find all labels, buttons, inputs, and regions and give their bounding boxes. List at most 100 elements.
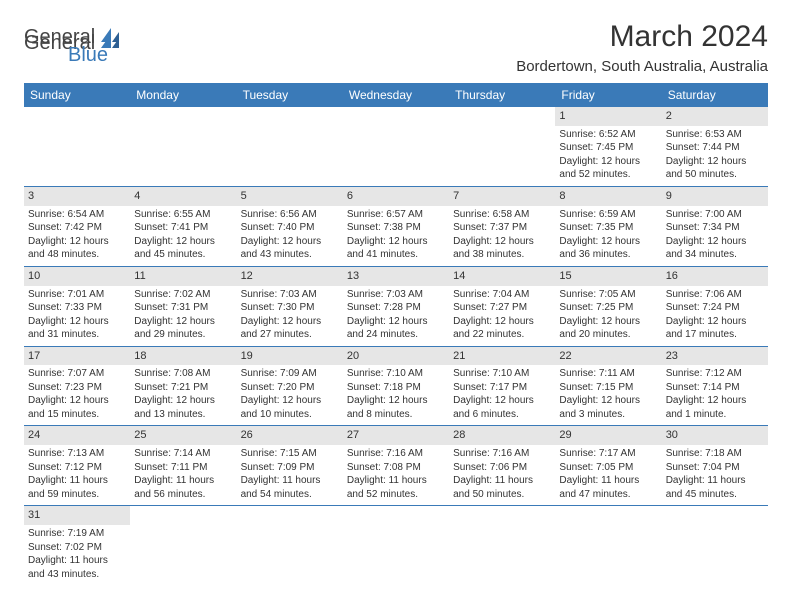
weekday-header: Thursday xyxy=(449,83,555,107)
day-details: Sunrise: 6:59 AMSunset: 7:35 PMDaylight:… xyxy=(555,206,661,266)
day-line: Daylight: 11 hours xyxy=(241,474,339,488)
day-line: Sunset: 7:20 PM xyxy=(241,381,339,395)
calendar-cell xyxy=(343,506,449,585)
day-details: Sunrise: 7:16 AMSunset: 7:08 PMDaylight:… xyxy=(343,445,449,505)
day-number: 2 xyxy=(662,107,768,126)
day-number: 11 xyxy=(130,267,236,286)
day-number: 8 xyxy=(555,187,661,206)
day-line: Daylight: 12 hours xyxy=(134,315,232,329)
day-number: 6 xyxy=(343,187,449,206)
day-line: Sunset: 7:31 PM xyxy=(134,301,232,315)
day-number: 30 xyxy=(662,426,768,445)
day-line: Sunrise: 7:03 AM xyxy=(241,288,339,302)
day-line: Sunset: 7:15 PM xyxy=(559,381,657,395)
day-line: Sunrise: 7:12 AM xyxy=(666,367,764,381)
day-line: Daylight: 12 hours xyxy=(241,235,339,249)
day-line: Daylight: 12 hours xyxy=(453,235,551,249)
day-line: Sunset: 7:05 PM xyxy=(559,461,657,475)
day-line: and 43 minutes. xyxy=(241,248,339,262)
day-details: Sunrise: 7:11 AMSunset: 7:15 PMDaylight:… xyxy=(555,365,661,425)
day-details: Sunrise: 6:53 AMSunset: 7:44 PMDaylight:… xyxy=(662,126,768,186)
day-details: Sunrise: 6:52 AMSunset: 7:45 PMDaylight:… xyxy=(555,126,661,186)
calendar-cell: 1Sunrise: 6:52 AMSunset: 7:45 PMDaylight… xyxy=(555,107,661,186)
calendar-table: Sunday Monday Tuesday Wednesday Thursday… xyxy=(24,83,768,585)
calendar-cell: 6Sunrise: 6:57 AMSunset: 7:38 PMDaylight… xyxy=(343,186,449,266)
day-number: 7 xyxy=(449,187,555,206)
day-details: Sunrise: 7:13 AMSunset: 7:12 PMDaylight:… xyxy=(24,445,130,505)
day-line: and 31 minutes. xyxy=(28,328,126,342)
calendar-cell xyxy=(237,107,343,186)
day-line: Sunrise: 7:09 AM xyxy=(241,367,339,381)
weekday-header: Monday xyxy=(130,83,236,107)
day-details: Sunrise: 7:10 AMSunset: 7:18 PMDaylight:… xyxy=(343,365,449,425)
day-line: and 24 minutes. xyxy=(347,328,445,342)
month-title: March 2024 xyxy=(516,20,768,54)
day-details: Sunrise: 7:10 AMSunset: 7:17 PMDaylight:… xyxy=(449,365,555,425)
day-line: Sunset: 7:38 PM xyxy=(347,221,445,235)
calendar-row: 10Sunrise: 7:01 AMSunset: 7:33 PMDayligh… xyxy=(24,266,768,346)
weekday-header: Friday xyxy=(555,83,661,107)
day-number: 13 xyxy=(343,267,449,286)
day-line: Sunrise: 6:58 AM xyxy=(453,208,551,222)
calendar-cell: 31Sunrise: 7:19 AMSunset: 7:02 PMDayligh… xyxy=(24,506,130,585)
calendar-cell: 21Sunrise: 7:10 AMSunset: 7:17 PMDayligh… xyxy=(449,346,555,426)
day-line: Daylight: 12 hours xyxy=(559,235,657,249)
day-line: Sunrise: 7:04 AM xyxy=(453,288,551,302)
day-line: Sunset: 7:04 PM xyxy=(666,461,764,475)
calendar-cell xyxy=(343,107,449,186)
day-line: Daylight: 12 hours xyxy=(666,235,764,249)
day-details: Sunrise: 7:02 AMSunset: 7:31 PMDaylight:… xyxy=(130,286,236,346)
calendar-cell xyxy=(130,107,236,186)
day-line: Daylight: 12 hours xyxy=(241,394,339,408)
day-number: 31 xyxy=(24,506,130,525)
day-line: and 36 minutes. xyxy=(559,248,657,262)
day-line: Sunrise: 7:02 AM xyxy=(134,288,232,302)
day-details: Sunrise: 6:56 AMSunset: 7:40 PMDaylight:… xyxy=(237,206,343,266)
day-line: Sunset: 7:21 PM xyxy=(134,381,232,395)
day-line: and 38 minutes. xyxy=(453,248,551,262)
day-line: Sunset: 7:45 PM xyxy=(559,141,657,155)
calendar-cell xyxy=(130,506,236,585)
title-block: March 2024 Bordertown, South Australia, … xyxy=(516,20,768,75)
calendar-cell: 23Sunrise: 7:12 AMSunset: 7:14 PMDayligh… xyxy=(662,346,768,426)
day-number: 5 xyxy=(237,187,343,206)
calendar-row: 17Sunrise: 7:07 AMSunset: 7:23 PMDayligh… xyxy=(24,346,768,426)
day-line: and 52 minutes. xyxy=(347,488,445,502)
day-details: Sunrise: 6:54 AMSunset: 7:42 PMDaylight:… xyxy=(24,206,130,266)
weekday-header: Sunday xyxy=(24,83,130,107)
day-line: Sunrise: 6:56 AM xyxy=(241,208,339,222)
weekday-header: Saturday xyxy=(662,83,768,107)
day-details: Sunrise: 7:15 AMSunset: 7:09 PMDaylight:… xyxy=(237,445,343,505)
day-line: Sunset: 7:02 PM xyxy=(28,541,126,555)
day-line: Sunset: 7:09 PM xyxy=(241,461,339,475)
day-details: Sunrise: 7:01 AMSunset: 7:33 PMDaylight:… xyxy=(24,286,130,346)
day-line: Sunrise: 7:11 AM xyxy=(559,367,657,381)
day-line: Daylight: 12 hours xyxy=(28,235,126,249)
calendar-cell: 24Sunrise: 7:13 AMSunset: 7:12 PMDayligh… xyxy=(24,426,130,506)
day-details: Sunrise: 7:17 AMSunset: 7:05 PMDaylight:… xyxy=(555,445,661,505)
day-details: Sunrise: 6:55 AMSunset: 7:41 PMDaylight:… xyxy=(130,206,236,266)
day-line: and 27 minutes. xyxy=(241,328,339,342)
day-number: 15 xyxy=(555,267,661,286)
day-details: Sunrise: 6:57 AMSunset: 7:38 PMDaylight:… xyxy=(343,206,449,266)
calendar-cell: 30Sunrise: 7:18 AMSunset: 7:04 PMDayligh… xyxy=(662,426,768,506)
day-line: Daylight: 12 hours xyxy=(347,394,445,408)
day-line: and 43 minutes. xyxy=(28,568,126,582)
day-line: and 50 minutes. xyxy=(453,488,551,502)
day-line: and 17 minutes. xyxy=(666,328,764,342)
day-number: 29 xyxy=(555,426,661,445)
calendar-cell: 14Sunrise: 7:04 AMSunset: 7:27 PMDayligh… xyxy=(449,266,555,346)
day-line: Sunrise: 7:17 AM xyxy=(559,447,657,461)
day-details: Sunrise: 7:16 AMSunset: 7:06 PMDaylight:… xyxy=(449,445,555,505)
day-line: Sunrise: 6:59 AM xyxy=(559,208,657,222)
weekday-header: Tuesday xyxy=(237,83,343,107)
calendar-cell: 15Sunrise: 7:05 AMSunset: 7:25 PMDayligh… xyxy=(555,266,661,346)
day-line: Daylight: 12 hours xyxy=(241,315,339,329)
day-number: 1 xyxy=(555,107,661,126)
day-number: 20 xyxy=(343,347,449,366)
day-line: Sunset: 7:41 PM xyxy=(134,221,232,235)
day-line: Sunset: 7:17 PM xyxy=(453,381,551,395)
day-details: Sunrise: 7:12 AMSunset: 7:14 PMDaylight:… xyxy=(662,365,768,425)
day-line: Sunrise: 6:55 AM xyxy=(134,208,232,222)
day-line: and 22 minutes. xyxy=(453,328,551,342)
